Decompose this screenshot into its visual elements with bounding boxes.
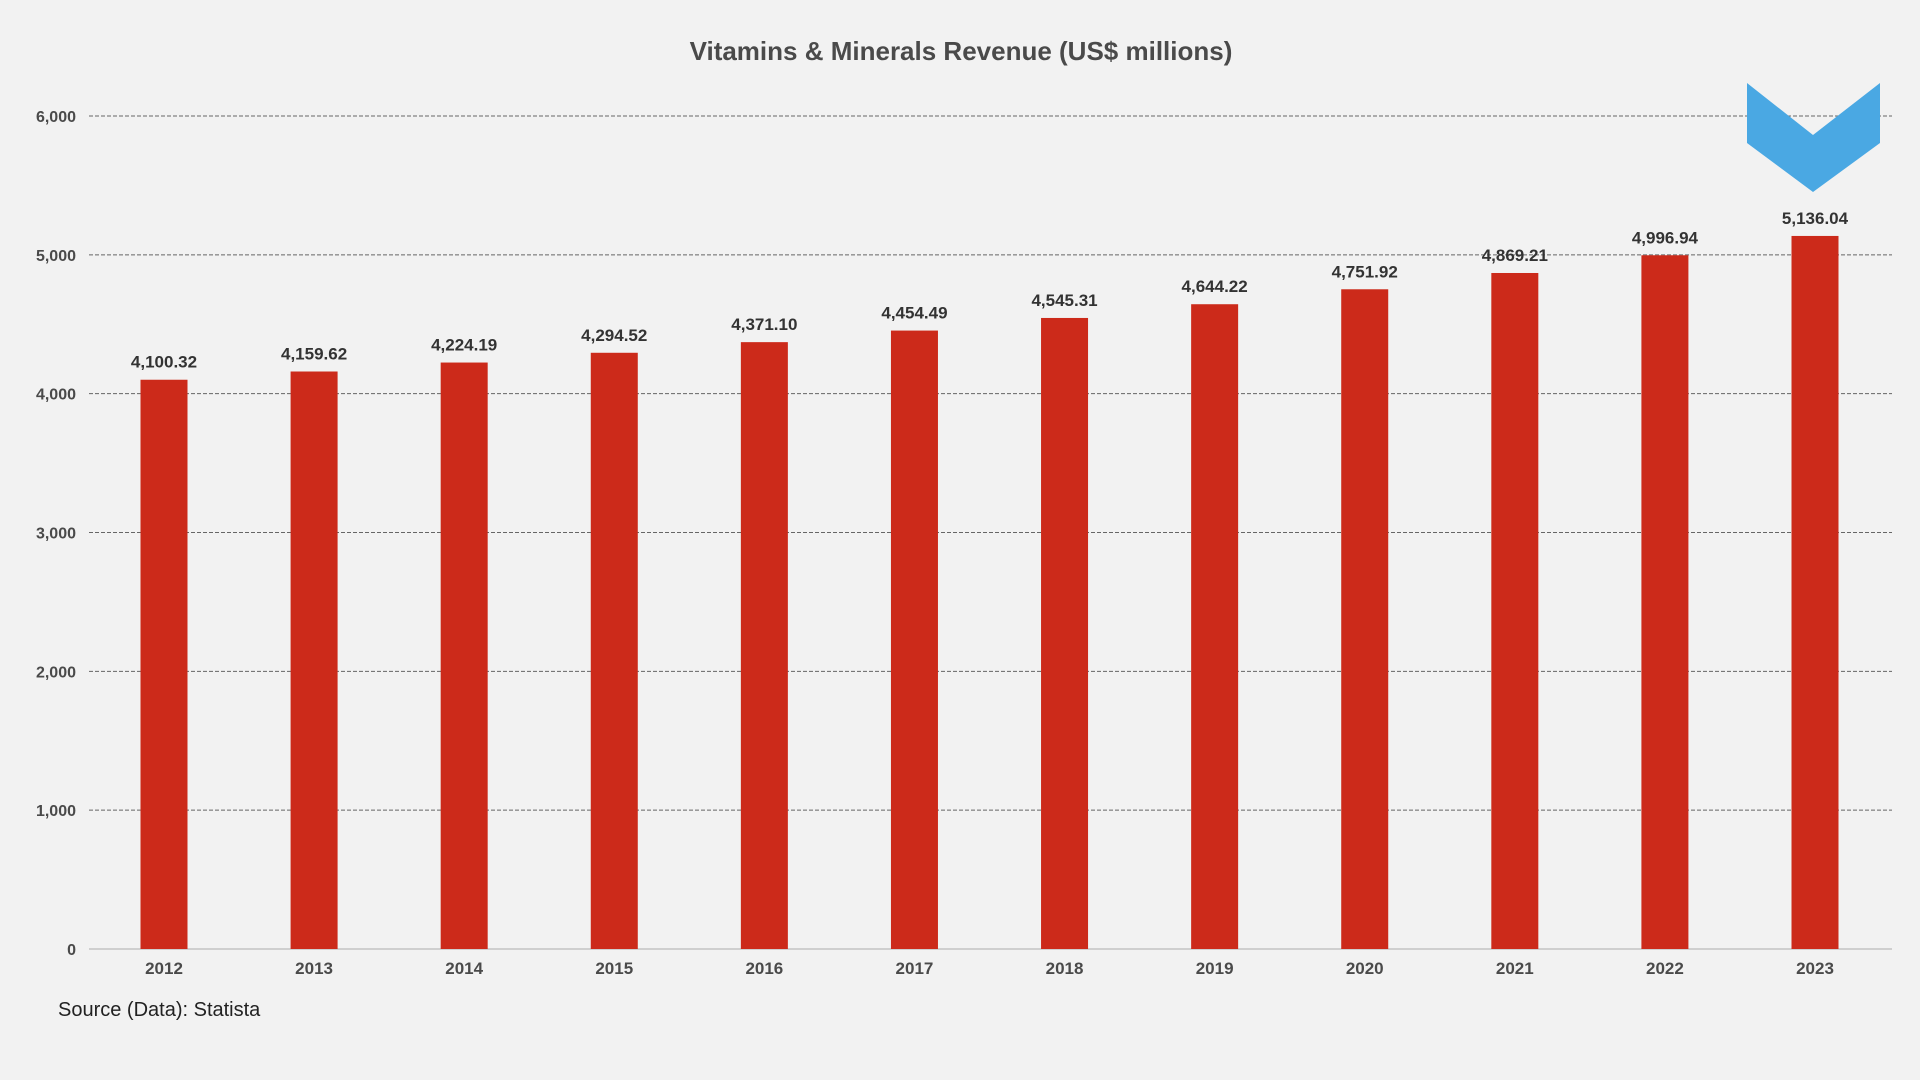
bar (290, 371, 338, 949)
x-tick-label: 2021 (1496, 959, 1534, 978)
data-label: 4,100.32 (131, 353, 197, 372)
bar (1641, 255, 1689, 949)
bar (440, 362, 488, 949)
bar (890, 330, 938, 949)
data-label: 4,159.62 (281, 345, 347, 364)
bar (1491, 272, 1539, 949)
y-tick-label: 6,000 (36, 109, 76, 126)
bar (1341, 289, 1389, 949)
bar (740, 342, 788, 949)
chevron-logo-icon (1747, 83, 1880, 192)
data-label: 4,454.49 (881, 304, 947, 323)
data-label: 4,996.94 (1632, 228, 1699, 247)
y-tick-label: 2,000 (36, 664, 76, 681)
data-label: 4,545.31 (1031, 291, 1097, 310)
x-tick-label: 2015 (595, 959, 633, 978)
x-tick-label: 2023 (1796, 959, 1834, 978)
x-tick-label: 2014 (445, 959, 483, 978)
data-label: 4,869.21 (1482, 246, 1548, 265)
y-tick-label: 0 (67, 942, 76, 959)
x-tick-label: 2022 (1646, 959, 1684, 978)
x-tick-label: 2020 (1346, 959, 1384, 978)
data-label: 4,751.92 (1332, 262, 1398, 281)
data-label: 5,136.04 (1782, 209, 1849, 228)
bar (1041, 317, 1089, 949)
x-tick-label: 2016 (745, 959, 783, 978)
data-label: 4,224.19 (431, 336, 497, 355)
y-tick-label: 1,000 (36, 803, 76, 820)
bar (1791, 235, 1839, 950)
y-tick-label: 5,000 (36, 248, 76, 265)
bar (1191, 304, 1239, 950)
x-tick-label: 2013 (295, 959, 333, 978)
data-label: 4,644.22 (1182, 277, 1248, 296)
source-note: Source (Data): Statista (58, 999, 261, 1021)
data-label: 4,294.52 (581, 326, 647, 345)
bar (140, 379, 188, 949)
x-tick-label: 2018 (1046, 959, 1084, 978)
y-tick-label: 3,000 (36, 526, 76, 543)
x-tick-label: 2012 (145, 959, 183, 978)
chart-title: Vitamins & Minerals Revenue (US$ million… (690, 36, 1233, 66)
y-tick-label: 4,000 (36, 387, 76, 404)
x-tick-label: 2019 (1196, 959, 1234, 978)
data-label: 4,371.10 (731, 315, 797, 334)
bar (590, 352, 638, 949)
x-tick-label: 2017 (896, 959, 934, 978)
